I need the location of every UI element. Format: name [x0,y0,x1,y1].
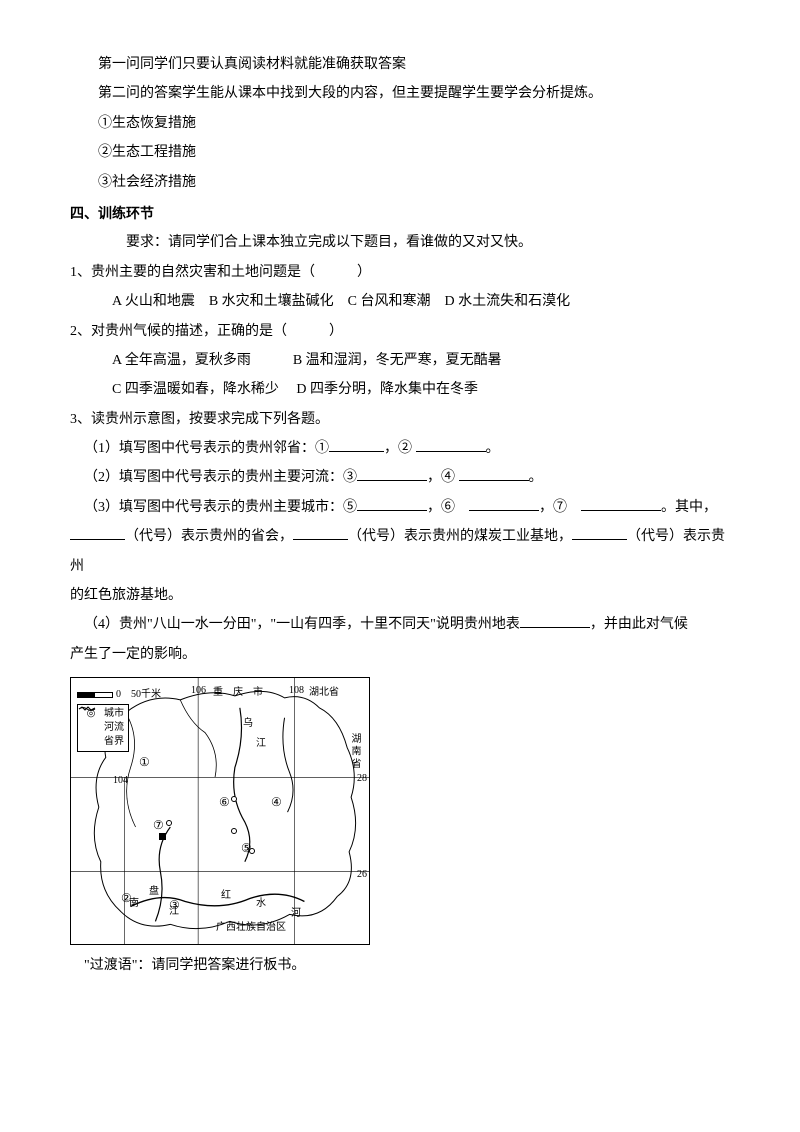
river-pan: 盘 [149,881,159,902]
map-container: 0 50千米 ◎城市 河流 省界 106 108 104 [70,677,730,945]
map-num-2: ② [121,886,132,911]
map-num-1: ① [139,750,150,775]
scale-bar: 0 50千米 [77,684,161,705]
legend-city: 城市 [104,707,124,721]
lat-28: 28 [357,768,367,789]
q3-sub3: （3）填写图中代号表示的贵州主要城市：⑤ ，⑥ ，⑦ 。其中， [70,493,730,522]
map-num-7: ⑦ [153,813,164,838]
legend-river: 河流 [104,721,124,735]
intro-item-3: ③社会经济措施 [70,168,730,197]
blank[interactable] [357,495,427,510]
q3-sub2: （2）填写图中代号表示的贵州主要河流：③ ，④ 。 [70,463,730,492]
q3-s1a: （1）填写图中代号表示的贵州邻省：① [84,441,329,456]
label-chongqing: 重 庆 市 [213,682,263,703]
blank[interactable] [572,525,627,540]
scale-text: 0 50千米 [116,689,161,700]
map-num-6: ⑥ [219,790,230,815]
map-num-5: ⑤ [241,836,252,861]
q2-opt-d: D 四季分明，降水集中在冬季 [296,382,478,397]
blank[interactable] [459,466,529,481]
blank[interactable] [70,525,125,540]
q3-s2b: ，④ [427,470,455,485]
lon-108: 108 [289,680,304,701]
q2-opt-b: B 温和湿润，冬无严寒，夏无酷暑 [293,353,502,368]
q3-s1c: 。 [486,441,500,456]
q2-opt-c: C 四季温暖如春，降水稀少 [112,382,279,397]
blank[interactable] [581,495,661,510]
q3-s3b: ，⑥ [427,500,455,515]
q2-options-row1: A 全年高温，夏秋多雨 B 温和湿润，冬无严寒，夏无酷暑 [70,346,730,375]
intro-line-1: 第一问同学们只要认真阅读材料就能准确获取答案 [70,50,730,79]
q3-s2a: （2）填写图中代号表示的贵州主要河流：③ [84,470,357,485]
intro-line-2: 第二问的答案学生能从课本中找到大段的内容，但主要提醒学生要学会分析提炼。 [70,79,730,108]
q3-s3f: （代号）表示贵州的煤炭工业基地， [348,529,572,544]
q3-sub1: （1）填写图中代号表示的贵州邻省：① ，② 。 [70,434,730,463]
q2-stem: 2、对贵州气候的描述，正确的是（ ） [70,317,730,346]
requirement-text: 要求：请同学们合上课本独立完成以下题目，看谁做的又对又快。 [70,228,730,257]
footer-note: "过渡语"：请同学把答案进行板书。 [70,951,730,980]
q3-s3a: （3）填写图中代号表示的贵州主要城市：⑤ [84,500,357,515]
q3-sub3-cont2: 的红色旅游基地。 [70,581,730,610]
q3-sub4-cont: 产生了一定的影响。 [70,640,730,669]
q3-s4a: （4）贵州"八山一水一分田"，"一山有四季，十里不同天"说明贵州地表 [84,617,520,632]
q3-stem: 3、读贵州示意图，按要求完成下列各题。 [70,405,730,434]
legend-border: 省界 [104,735,124,749]
intro-item-1: ①生态恢复措施 [70,109,730,138]
map-legend: ◎城市 河流 省界 [77,704,129,752]
q3-sub3-cont: （代号）表示贵州的省会，（代号）表示贵州的煤炭工业基地，（代号）表示贵州 [70,522,730,581]
blank[interactable] [416,437,486,452]
q3-s1b: ，② [384,441,412,456]
q1-options: A 火山和地震 B 水灾和土壤盐碱化 C 台风和寒潮 D 水土流失和石漠化 [70,287,730,316]
river-he: 河 [291,903,301,924]
label-hunan: 湖 南 省 [344,733,365,768]
q3-s2c: 。 [529,470,543,485]
blank[interactable] [469,495,539,510]
q2-options-row2: C 四季温暖如春，降水稀少 D 四季分明，降水集中在冬季 [70,375,730,404]
lon-104: 104 [113,770,128,791]
river-shui: 水 [256,893,266,914]
map-num-3: ③ [169,893,180,918]
section-title: 四、训练环节 [70,199,730,228]
river-wu: 乌 [243,713,253,734]
blank[interactable] [329,437,384,452]
river-hong: 红 [221,885,231,906]
map-num-4: ④ [271,790,282,815]
q3-s3e: （代号）表示贵州的省会， [125,529,293,544]
q3-s3d: 。其中， [661,500,717,515]
river-jiang2: 江 [256,733,266,754]
guizhou-map: 0 50千米 ◎城市 河流 省界 106 108 104 [70,677,370,945]
label-hubei: 湖北省 [309,682,339,703]
q3-s3c: ，⑦ [539,500,567,515]
blank[interactable] [520,613,590,628]
label-guangxi: 广西壮族自治区 [216,917,286,938]
blank[interactable] [357,466,427,481]
q3-s4b: ，并由此对气候 [590,617,688,632]
lat-26: 26 [357,864,367,885]
blank[interactable] [293,525,348,540]
q1-stem: 1、贵州主要的自然灾害和土地问题是（ ） [70,258,730,287]
intro-item-2: ②生态工程措施 [70,138,730,167]
q2-opt-a: A 全年高温，夏秋多雨 [112,353,251,368]
q3-sub4: （4）贵州"八山一水一分田"，"一山有四季，十里不同天"说明贵州地表 ，并由此对气… [70,610,730,639]
lon-106: 106 [191,680,206,701]
